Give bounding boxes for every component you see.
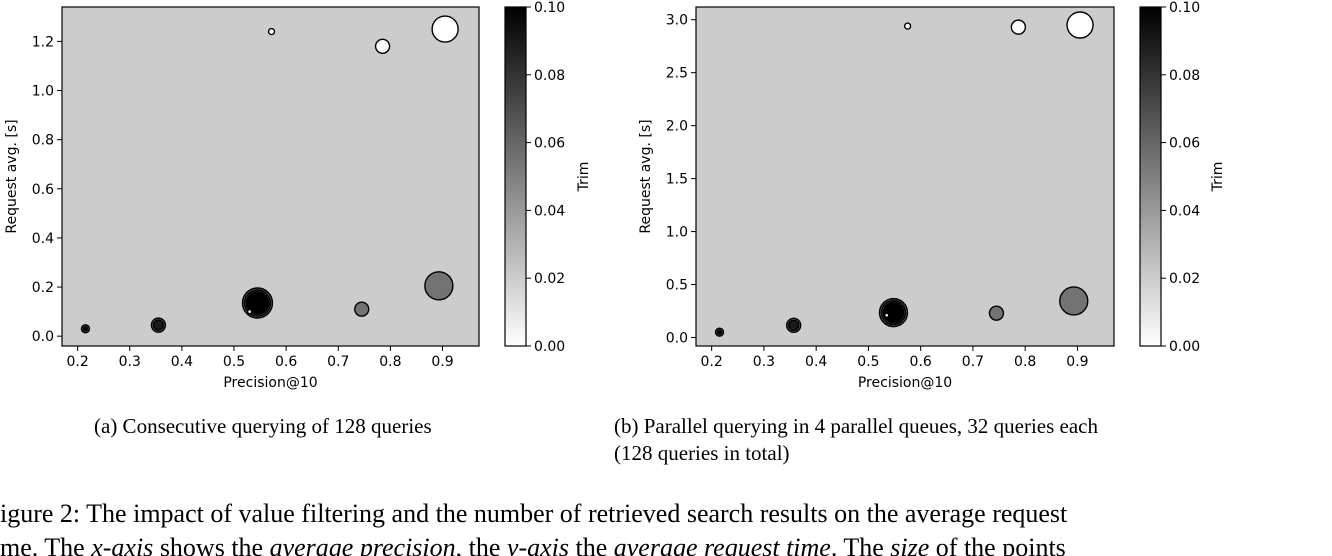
caption-text: the: [569, 533, 614, 556]
x-tick-label: 0.8: [1014, 354, 1036, 370]
y-tick-label: 0.0: [32, 329, 54, 345]
italic-phrase: x-axis: [90, 533, 153, 556]
x-tick-label: 0.3: [753, 354, 775, 370]
caption-b-line1: (b) Parallel querying in 4 parallel queu…: [614, 414, 1098, 438]
scatter-point: [82, 326, 89, 332]
x-tick-label: 0.5: [857, 354, 879, 370]
figure-caption-line2: me. The x-axis shows the average precisi…: [0, 533, 1066, 556]
x-tick-label: 0.5: [223, 354, 245, 370]
italic-phrase: average precision: [270, 533, 456, 556]
colorbar-tick-label: 0.02: [1169, 271, 1200, 287]
italic-phrase: size: [890, 533, 929, 556]
scatter-point: [1010, 19, 1027, 35]
y-tick-label: 2.5: [666, 66, 688, 82]
colorbar-label: Trim: [576, 162, 592, 193]
colorbar-tick-label: 0.00: [534, 339, 565, 355]
y-axis-label: Request avg. [s]: [638, 119, 654, 233]
colorbar-tick-label: 0.10: [534, 0, 565, 16]
x-tick-label: 0.6: [275, 354, 297, 370]
scatter-point: [1066, 11, 1094, 39]
colorbar-tick-label: 0.04: [534, 203, 565, 219]
colorbar-tick-label: 0.06: [534, 136, 565, 152]
caption-text: shows the: [153, 533, 269, 556]
y-tick-label: 0.8: [32, 133, 54, 149]
x-tick-label: 0.9: [431, 354, 453, 370]
x-tick-label: 0.6: [910, 354, 932, 370]
scatter-point: [354, 301, 370, 317]
x-tick-label: 0.7: [962, 354, 984, 370]
caption-b-line2: (128 queries in total): [614, 441, 790, 465]
scatter-point: [267, 27, 276, 36]
colorbar: [1139, 6, 1162, 347]
scatter-point: [431, 15, 459, 43]
italic-phrase: y-axis: [504, 533, 569, 556]
y-tick-label: 2.0: [666, 119, 688, 135]
caption-text: me. The: [0, 533, 91, 556]
scatter-point: [374, 38, 391, 55]
chart-a: 0.2 0.3 0.4 0.5 0.6 0.7 0.8 0.9 0.0 0.2 0.4 0.6 0.8 1…: [4, 0, 592, 391]
y-tick-label: 0.4: [32, 231, 54, 247]
caption-text: . The: [831, 533, 890, 556]
scatter-point: [788, 319, 800, 332]
italic-phrase: average request time: [614, 533, 831, 556]
scatter-point: [903, 22, 912, 30]
caption-text: of the points: [929, 533, 1066, 556]
y-axis-label: Request avg. [s]: [4, 119, 20, 233]
caption-text: , the: [456, 533, 507, 556]
x-tick-label: 0.3: [119, 354, 141, 370]
x-tick-label: 0.2: [701, 354, 723, 370]
x-axis-label: Precision@10: [858, 375, 952, 391]
colorbar-label: Trim: [1210, 162, 1226, 193]
plot-area: [61, 6, 480, 347]
colorbar-tick-label: 0.02: [534, 271, 565, 287]
scatter-point: [246, 308, 253, 315]
scatter-point: [884, 312, 890, 318]
y-tick-label: 0.6: [32, 182, 54, 198]
chart-b: 0.2 0.3 0.4 0.5 0.6 0.7 0.8 0.9 0.0 0.5 1.0 1.5 2.0 2…: [638, 0, 1226, 391]
x-tick-label: 0.9: [1066, 354, 1088, 370]
x-tick-label: 0.4: [171, 354, 193, 370]
scatter-point: [152, 319, 165, 331]
y-tick-label: 1.0: [666, 225, 688, 241]
scatter-point: [1059, 286, 1089, 316]
colorbar-tick-label: 0.08: [1169, 68, 1200, 84]
colorbar-tick-label: 0.04: [1169, 203, 1200, 219]
y-tick-label: 0.2: [32, 280, 54, 296]
x-axis-label: Precision@10: [223, 375, 317, 391]
scatter-point: [716, 329, 723, 335]
x-tick-label: 0.7: [327, 354, 349, 370]
colorbar-tick-label: 0.10: [1169, 0, 1200, 16]
scatter-point: [245, 291, 270, 315]
x-tick-label: 0.8: [379, 354, 401, 370]
scatter-point: [424, 271, 454, 301]
colorbar-tick-label: 0.00: [1169, 339, 1200, 355]
figure-caption-line1: igure 2: The impact of value filtering a…: [0, 499, 1068, 528]
scatter-point: [988, 305, 1005, 321]
y-tick-label: 0.0: [666, 331, 688, 347]
plot-area: [695, 6, 1115, 347]
x-tick-label: 0.4: [805, 354, 827, 370]
y-tick-label: 1.2: [32, 34, 54, 50]
scatter-point: [882, 301, 905, 324]
y-tick-label: 1.0: [32, 84, 54, 100]
x-tick-label: 0.2: [67, 354, 89, 370]
caption-a: (a) Consecutive querying of 128 queries: [94, 414, 432, 438]
colorbar: [504, 6, 527, 347]
y-tick-label: 3.0: [666, 13, 688, 29]
colorbar-tick-label: 0.06: [1169, 136, 1200, 152]
y-tick-label: 0.5: [666, 278, 688, 294]
colorbar-tick-label: 0.08: [534, 68, 565, 84]
y-tick-label: 1.5: [666, 172, 688, 188]
